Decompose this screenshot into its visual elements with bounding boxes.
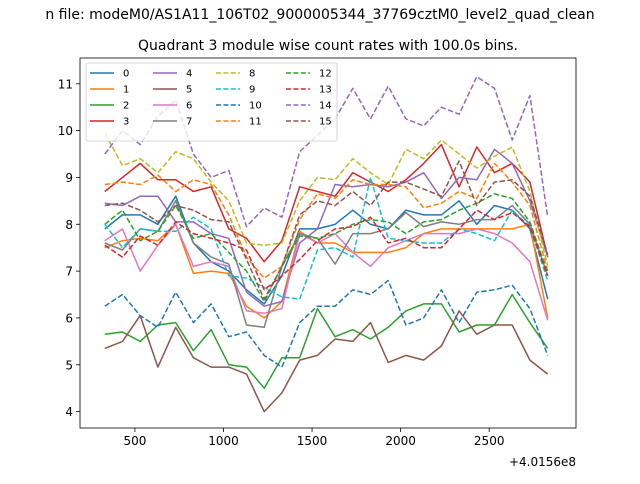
series-line-12 [104,193,549,303]
series-line-10 [104,279,549,368]
x-tick-label: 1500 [297,434,328,448]
series-line-4 [104,148,549,307]
legend-label-11: 11 [249,117,262,128]
series-layer [104,75,549,413]
plot-frame [79,57,577,429]
y-tick-label: 7 [65,265,73,279]
x-axis: 500 1000 1500 2000 2500 [123,428,504,448]
x-offset-label: +4.0156e8 [509,455,576,469]
legend-label-6: 6 [186,101,192,112]
legend-label-3: 3 [123,117,129,128]
figure-suptitle: n file: modeM0/AS1A11_106T02_9000005344_… [45,7,594,23]
legend-label-7: 7 [186,117,192,128]
legend-label-2: 2 [123,101,129,112]
y-tick-label: 8 [65,218,73,232]
y-tick-label: 6 [65,311,73,325]
legend-label-15: 15 [319,117,332,128]
legend-label-12: 12 [319,69,332,80]
series-line-11 [104,162,549,279]
series-line-5 [104,310,549,413]
legend-label-10: 10 [249,101,262,112]
legend-label-14: 14 [319,101,332,112]
legend-label-0: 0 [123,69,129,80]
legend-label-13: 13 [319,85,332,96]
series-line-3 [104,143,549,263]
x-tick-label: 2000 [385,434,416,448]
y-tick-label: 5 [65,358,73,372]
series-line-13 [104,209,549,291]
series-line-2 [104,293,549,389]
legend-label-4: 4 [186,69,192,80]
y-axis: 4 5 6 7 8 9 10 11 [58,77,80,419]
y-tick-label: 11 [58,77,73,91]
x-tick-label: 2500 [474,434,505,448]
legend-label-5: 5 [186,85,192,96]
legend-label-8: 8 [249,69,255,80]
x-tick-label: 500 [123,434,146,448]
legend-box [85,62,338,142]
series-line-15 [104,160,549,300]
legend-label-9: 9 [249,85,255,96]
y-tick-label: 10 [58,124,73,138]
series-line-6 [104,223,549,321]
series-line-7 [104,200,549,329]
chart-title: Quadrant 3 module wise count rates with … [138,38,518,54]
series-line-8 [104,132,549,267]
y-tick-label: 9 [65,171,73,185]
legend-label-1: 1 [123,85,129,96]
series-line-9 [104,176,549,300]
y-tick-label: 4 [65,405,73,419]
x-tick-label: 1000 [208,434,239,448]
